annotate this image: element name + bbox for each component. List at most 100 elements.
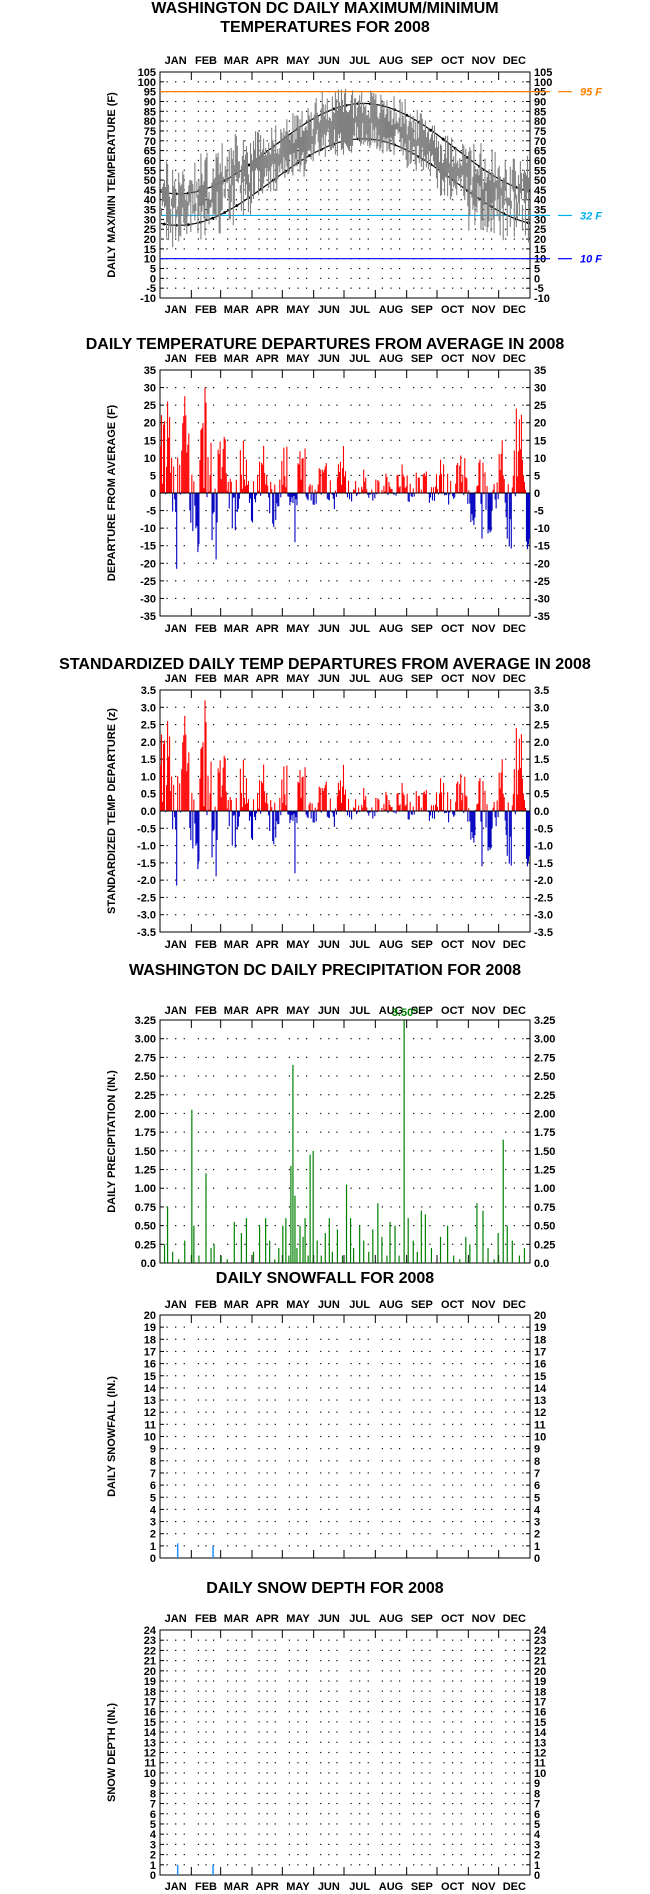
departures-ytick-label-left: 30 xyxy=(144,383,156,395)
standardized-grid-dot xyxy=(429,775,431,778)
temps-grid-dot xyxy=(328,169,330,171)
standardized-ytick-label-right: 3.5 xyxy=(534,685,549,697)
temps-grid-dot xyxy=(244,110,246,112)
snowfall-grid-dot xyxy=(305,1448,308,1450)
precip-grid-dot xyxy=(452,1150,454,1152)
standardized-grid-dot xyxy=(390,723,392,726)
departures-ytick-label-left: -20 xyxy=(140,558,156,570)
snowfall-grid-dot xyxy=(350,1545,352,1547)
temps-grid-dot xyxy=(381,159,384,162)
standardized-grid-dot xyxy=(367,827,369,829)
snowfall-grid-dot xyxy=(197,1484,200,1486)
temps-grid-dot xyxy=(452,277,454,279)
temps-grid-dot xyxy=(336,81,338,83)
departures-grid-dot xyxy=(482,386,485,389)
precip-grid-dot xyxy=(367,1168,369,1171)
snowfall-grid-dot xyxy=(490,1484,493,1486)
departures-grid-dot xyxy=(274,457,276,459)
snowdepth-grid-dot xyxy=(258,1843,260,1845)
temps-grid-dot xyxy=(235,179,237,181)
temps-grid-dot xyxy=(175,140,177,142)
snowdepth-grid-dot xyxy=(235,1762,237,1764)
standardized-grid-dot xyxy=(413,827,415,829)
precip-grid-dot xyxy=(235,1094,237,1096)
snowfall-grid-dot xyxy=(183,1448,185,1450)
snowdepth-grid-dot xyxy=(175,1802,177,1805)
temps-grid-dot xyxy=(421,199,423,201)
precip-grid-dot xyxy=(288,1206,290,1208)
standardized-ytick-label-right: -3.5 xyxy=(534,927,553,939)
departures-grid-dot xyxy=(429,562,431,564)
snowdepth-grid-dot xyxy=(212,1670,215,1672)
temps-ytick-label-left: 85 xyxy=(144,106,156,118)
snowfall-grid-dot xyxy=(490,1533,493,1535)
departures-grid-dot xyxy=(266,386,268,389)
departures-grid-dot xyxy=(421,527,423,529)
departures-grid-dot xyxy=(452,386,454,389)
precip-grid-dot xyxy=(244,1243,246,1245)
snowdepth-grid-dot xyxy=(166,1813,168,1815)
temps-grid-dot xyxy=(175,100,177,103)
snowdepth-grid-dot xyxy=(258,1853,260,1856)
temps-grid-dot xyxy=(513,287,515,289)
temps-grid-dot xyxy=(460,208,462,211)
temps-grid-dot xyxy=(452,189,454,191)
standardized-grid-dot xyxy=(505,758,507,760)
standardized-ytick-label-right: -1.5 xyxy=(534,858,553,870)
snowdepth-grid-dot xyxy=(244,1690,246,1692)
snowfall-grid-dot xyxy=(244,1326,246,1328)
temps-grid-dot xyxy=(288,218,290,220)
temps-ytick-label-left: 10 xyxy=(144,254,156,266)
precip-grid-dot xyxy=(482,1075,485,1077)
temps-grid-dot xyxy=(513,100,515,103)
departures-grid-dot xyxy=(381,527,384,529)
departures-grid-dot xyxy=(482,580,485,582)
temps-grid-dot xyxy=(522,110,524,112)
temps-grid-dot xyxy=(390,159,392,162)
standardized-grid-dot xyxy=(305,741,308,743)
standardized-grid-dot xyxy=(212,844,215,847)
standardized-grid-dot xyxy=(513,758,515,760)
temps-grid-dot xyxy=(212,159,215,162)
temps-grid-dot xyxy=(297,169,299,171)
precip-grid-dot xyxy=(235,1206,237,1208)
standardized-grid-dot xyxy=(505,914,507,916)
precip-month-label-top: MAR xyxy=(224,1005,249,1017)
snowdepth-grid-dot xyxy=(166,1802,168,1805)
precip-grid-dot xyxy=(443,1206,445,1208)
snowdepth-grid-dot xyxy=(274,1660,276,1662)
snowfall-grid-dot xyxy=(183,1411,185,1413)
departures-grid-dot xyxy=(421,562,423,564)
temps-grid-dot xyxy=(235,267,237,270)
snowfall-grid-dot xyxy=(305,1350,308,1353)
snowfall-grid-dot xyxy=(359,1545,361,1547)
precip-grid-dot xyxy=(359,1168,361,1171)
snowfall-grid-dot xyxy=(320,1448,322,1450)
snowfall-ytick-label-right: 18 xyxy=(534,1334,546,1346)
snowdepth-grid-dot xyxy=(212,1721,215,1723)
precip-grid-dot xyxy=(505,1056,507,1058)
temps-ytick-label-left: -5 xyxy=(146,283,156,295)
snowfall-grid-dot xyxy=(413,1472,415,1474)
departures-grid-dot xyxy=(490,580,493,582)
temps-grid-dot xyxy=(328,248,330,250)
temps-grid-dot xyxy=(367,199,369,201)
snowfall-grid-dot xyxy=(490,1472,493,1474)
snowfall-grid-dot xyxy=(212,1448,215,1450)
snowfall-grid-dot xyxy=(482,1496,485,1498)
snowdepth-grid-dot xyxy=(197,1762,200,1764)
snowfall-grid-dot xyxy=(183,1533,185,1535)
departures-grid-dot xyxy=(227,527,229,529)
precip-ytick-label-left: 1.00 xyxy=(135,1183,156,1195)
temps-ytick-label-right: 5 xyxy=(534,264,540,276)
standardized-grid-dot xyxy=(320,844,322,847)
snowdepth-grid-dot xyxy=(205,1751,207,1754)
snowfall-ytick-label-left: 8 xyxy=(150,1456,156,1468)
snowfall-grid-dot xyxy=(398,1545,401,1547)
snowfall-grid-dot xyxy=(212,1435,215,1438)
departures-grid-dot xyxy=(212,580,215,582)
standardized-chart: -3.5 -3.5-3.0 -3.0-2.5 -2.5-2.0 -2.0-1.5 -1.5… xyxy=(106,673,553,951)
precip-ytick-label-right: 0.0 xyxy=(534,1258,549,1270)
temps-grid-dot xyxy=(328,81,330,83)
snowfall-grid-dot xyxy=(336,1387,338,1389)
